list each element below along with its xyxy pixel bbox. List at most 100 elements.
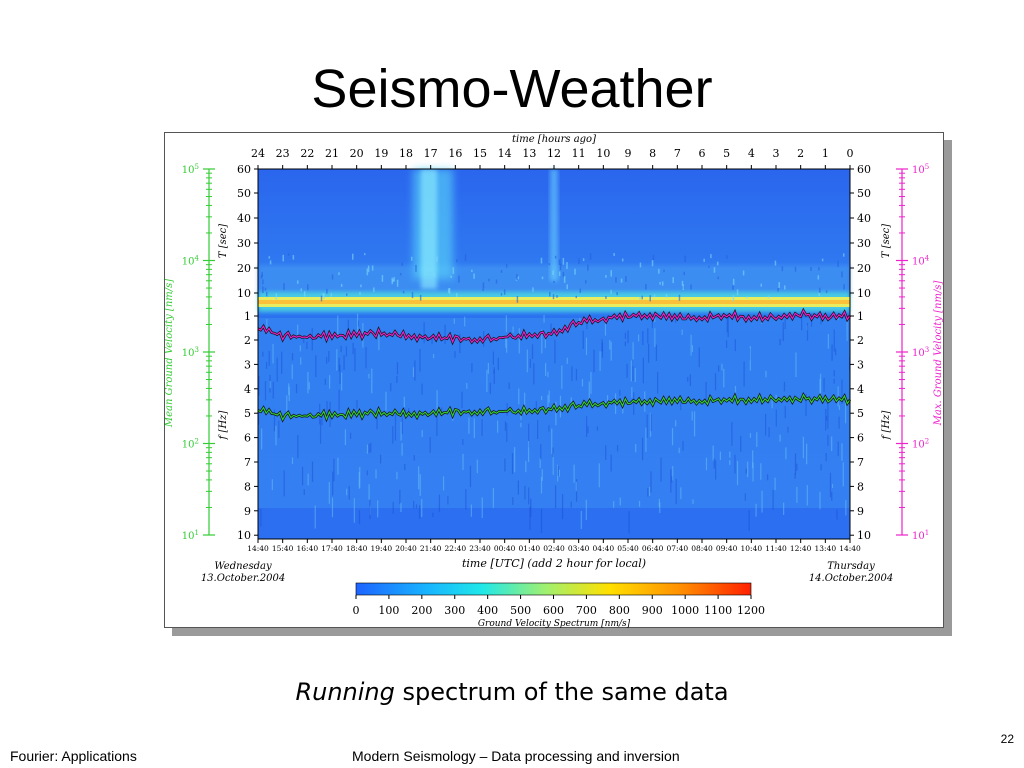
speckle [356,313,359,337]
speckle [774,260,777,266]
bottom-tick-label: 02:40 [543,544,565,553]
speckle [419,474,421,496]
speckle [649,295,651,302]
top-tick-label: 13 [522,147,536,160]
speckle [464,253,467,261]
speckle [392,426,394,444]
speckle [468,417,470,434]
speckle [760,463,762,480]
speckle [833,378,835,384]
bottom-tick-label: 10:40 [741,544,763,553]
speckle [570,501,572,508]
speckle [633,392,635,415]
speckle [471,269,473,273]
speckle [371,368,373,394]
speckle [292,255,295,260]
inner-tick-label-left: 4 [244,383,251,396]
speckle [556,464,559,482]
speckle [752,450,754,469]
speckle [287,253,290,256]
speckle [399,489,401,505]
velocity-tick-label: 102 [182,438,199,451]
top-tick-label: 4 [748,147,755,160]
speckle [543,314,545,323]
speckle [436,390,438,415]
speckle [371,265,374,271]
speckle [596,426,599,431]
speckle [604,320,607,336]
speckle [328,482,330,504]
speckle [826,415,828,421]
speckle [537,420,539,440]
speckle [321,412,323,426]
speckle [447,288,450,293]
speckle [351,253,354,260]
left-axis-label: Mean Ground Velocity [nm/s] [165,279,175,428]
velocity-tick-label: 105 [182,163,199,176]
speckle [616,292,618,296]
speckle [587,426,589,434]
speckle [497,357,499,371]
top-tick-label: 22 [300,147,314,160]
speckle [767,295,770,299]
speckle [269,260,272,265]
speckle [394,414,397,441]
speckle [328,350,330,362]
speckle [260,275,263,279]
speckle [306,341,308,350]
speckle [471,363,473,373]
speckle [727,316,729,338]
speckle [486,369,488,393]
speckle [265,291,268,297]
inner-tick-label-left: 1 [244,310,251,323]
speckle [726,255,728,259]
speckle [530,498,532,518]
speckle [787,426,789,433]
speckle [660,457,662,482]
speckle [540,476,543,494]
speckle [610,289,612,294]
speckle [436,256,438,262]
speckle [732,278,735,285]
speckle [713,267,716,273]
speckle [605,275,607,278]
speckle [582,330,584,349]
speckle [818,267,820,271]
speckle [842,253,845,257]
spike-plume [550,169,558,281]
speckle [678,294,681,301]
bottom-tick-label: 15:40 [272,544,294,553]
left-date: 13.October.2004 [201,573,285,584]
speckle [556,295,558,298]
speckle [541,329,543,354]
speckle [326,357,328,364]
speckle [654,328,656,347]
speckle [261,272,263,277]
speckle [639,262,642,268]
speckle [819,491,821,510]
speckle [431,337,433,345]
speckle [533,363,535,385]
velocity-tick-label: 103 [182,346,199,359]
speckle [817,275,820,280]
speckle [273,409,276,432]
speckle [681,329,683,335]
speckle [378,328,380,351]
colorbar [355,582,752,596]
speckle [825,452,827,462]
speckle [661,281,664,286]
inner-tick-label-right: 1 [857,310,864,323]
bottom-tick-label: 11:40 [765,544,787,553]
speckle [473,418,475,439]
speckle [332,471,334,496]
speckle [353,498,355,523]
speckle [795,352,797,378]
speckle [771,395,773,409]
speckle [278,420,280,439]
speckle [500,270,503,273]
bottom-tick-label: 22:40 [445,544,467,553]
speckle [268,350,270,366]
speckle [512,497,514,505]
speckle [385,391,387,411]
speckle [785,447,787,460]
